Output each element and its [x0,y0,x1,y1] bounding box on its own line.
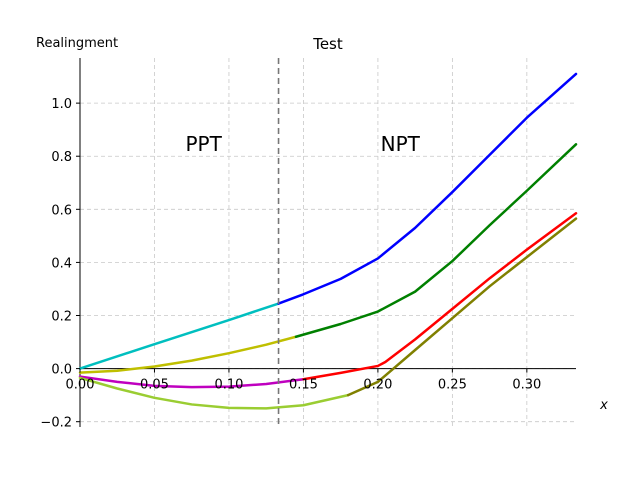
x-tick-label: 0.10 [214,378,243,393]
region-annotation: PPT [185,132,222,156]
series-line [78,376,350,410]
x-tick-label: 0.20 [363,378,392,393]
x-axis-label: x [599,398,608,413]
y-tick-label: 0.8 [51,150,72,165]
series-line [302,212,578,381]
annotation-layer: PPT NPT [185,132,420,156]
x-tick-label: 0.30 [512,378,541,393]
ticks-layer: 0.00 0.05 0.10 0.15 0.20 0.25 0.30 −0.2 0.0 0.2 0.… [40,97,541,431]
y-tick-label: 1.0 [51,97,72,112]
series-line [346,217,578,397]
curves-layer [78,72,578,410]
y-tick-label: −0.2 [40,416,72,431]
y-tick-label: 0.6 [51,203,72,218]
series-line [78,302,280,370]
region-annotation: NPT [381,132,421,156]
series-line [78,335,298,374]
x-tick-label: 0.00 [66,378,95,393]
x-tick-label: 0.15 [289,378,318,393]
y-tick-label: 0.2 [51,310,72,325]
series-line [277,72,578,305]
y-tick-label: 0.0 [51,363,72,378]
y-tick-label: 0.4 [51,256,72,271]
series-line [294,143,578,338]
chart-title: Test [312,35,343,53]
x-tick-label: 0.05 [140,378,169,393]
series-line [78,375,305,389]
x-tick-label: 0.25 [438,378,467,393]
axes-layer [79,58,576,427]
y-axis-label: Realingment [36,36,118,51]
